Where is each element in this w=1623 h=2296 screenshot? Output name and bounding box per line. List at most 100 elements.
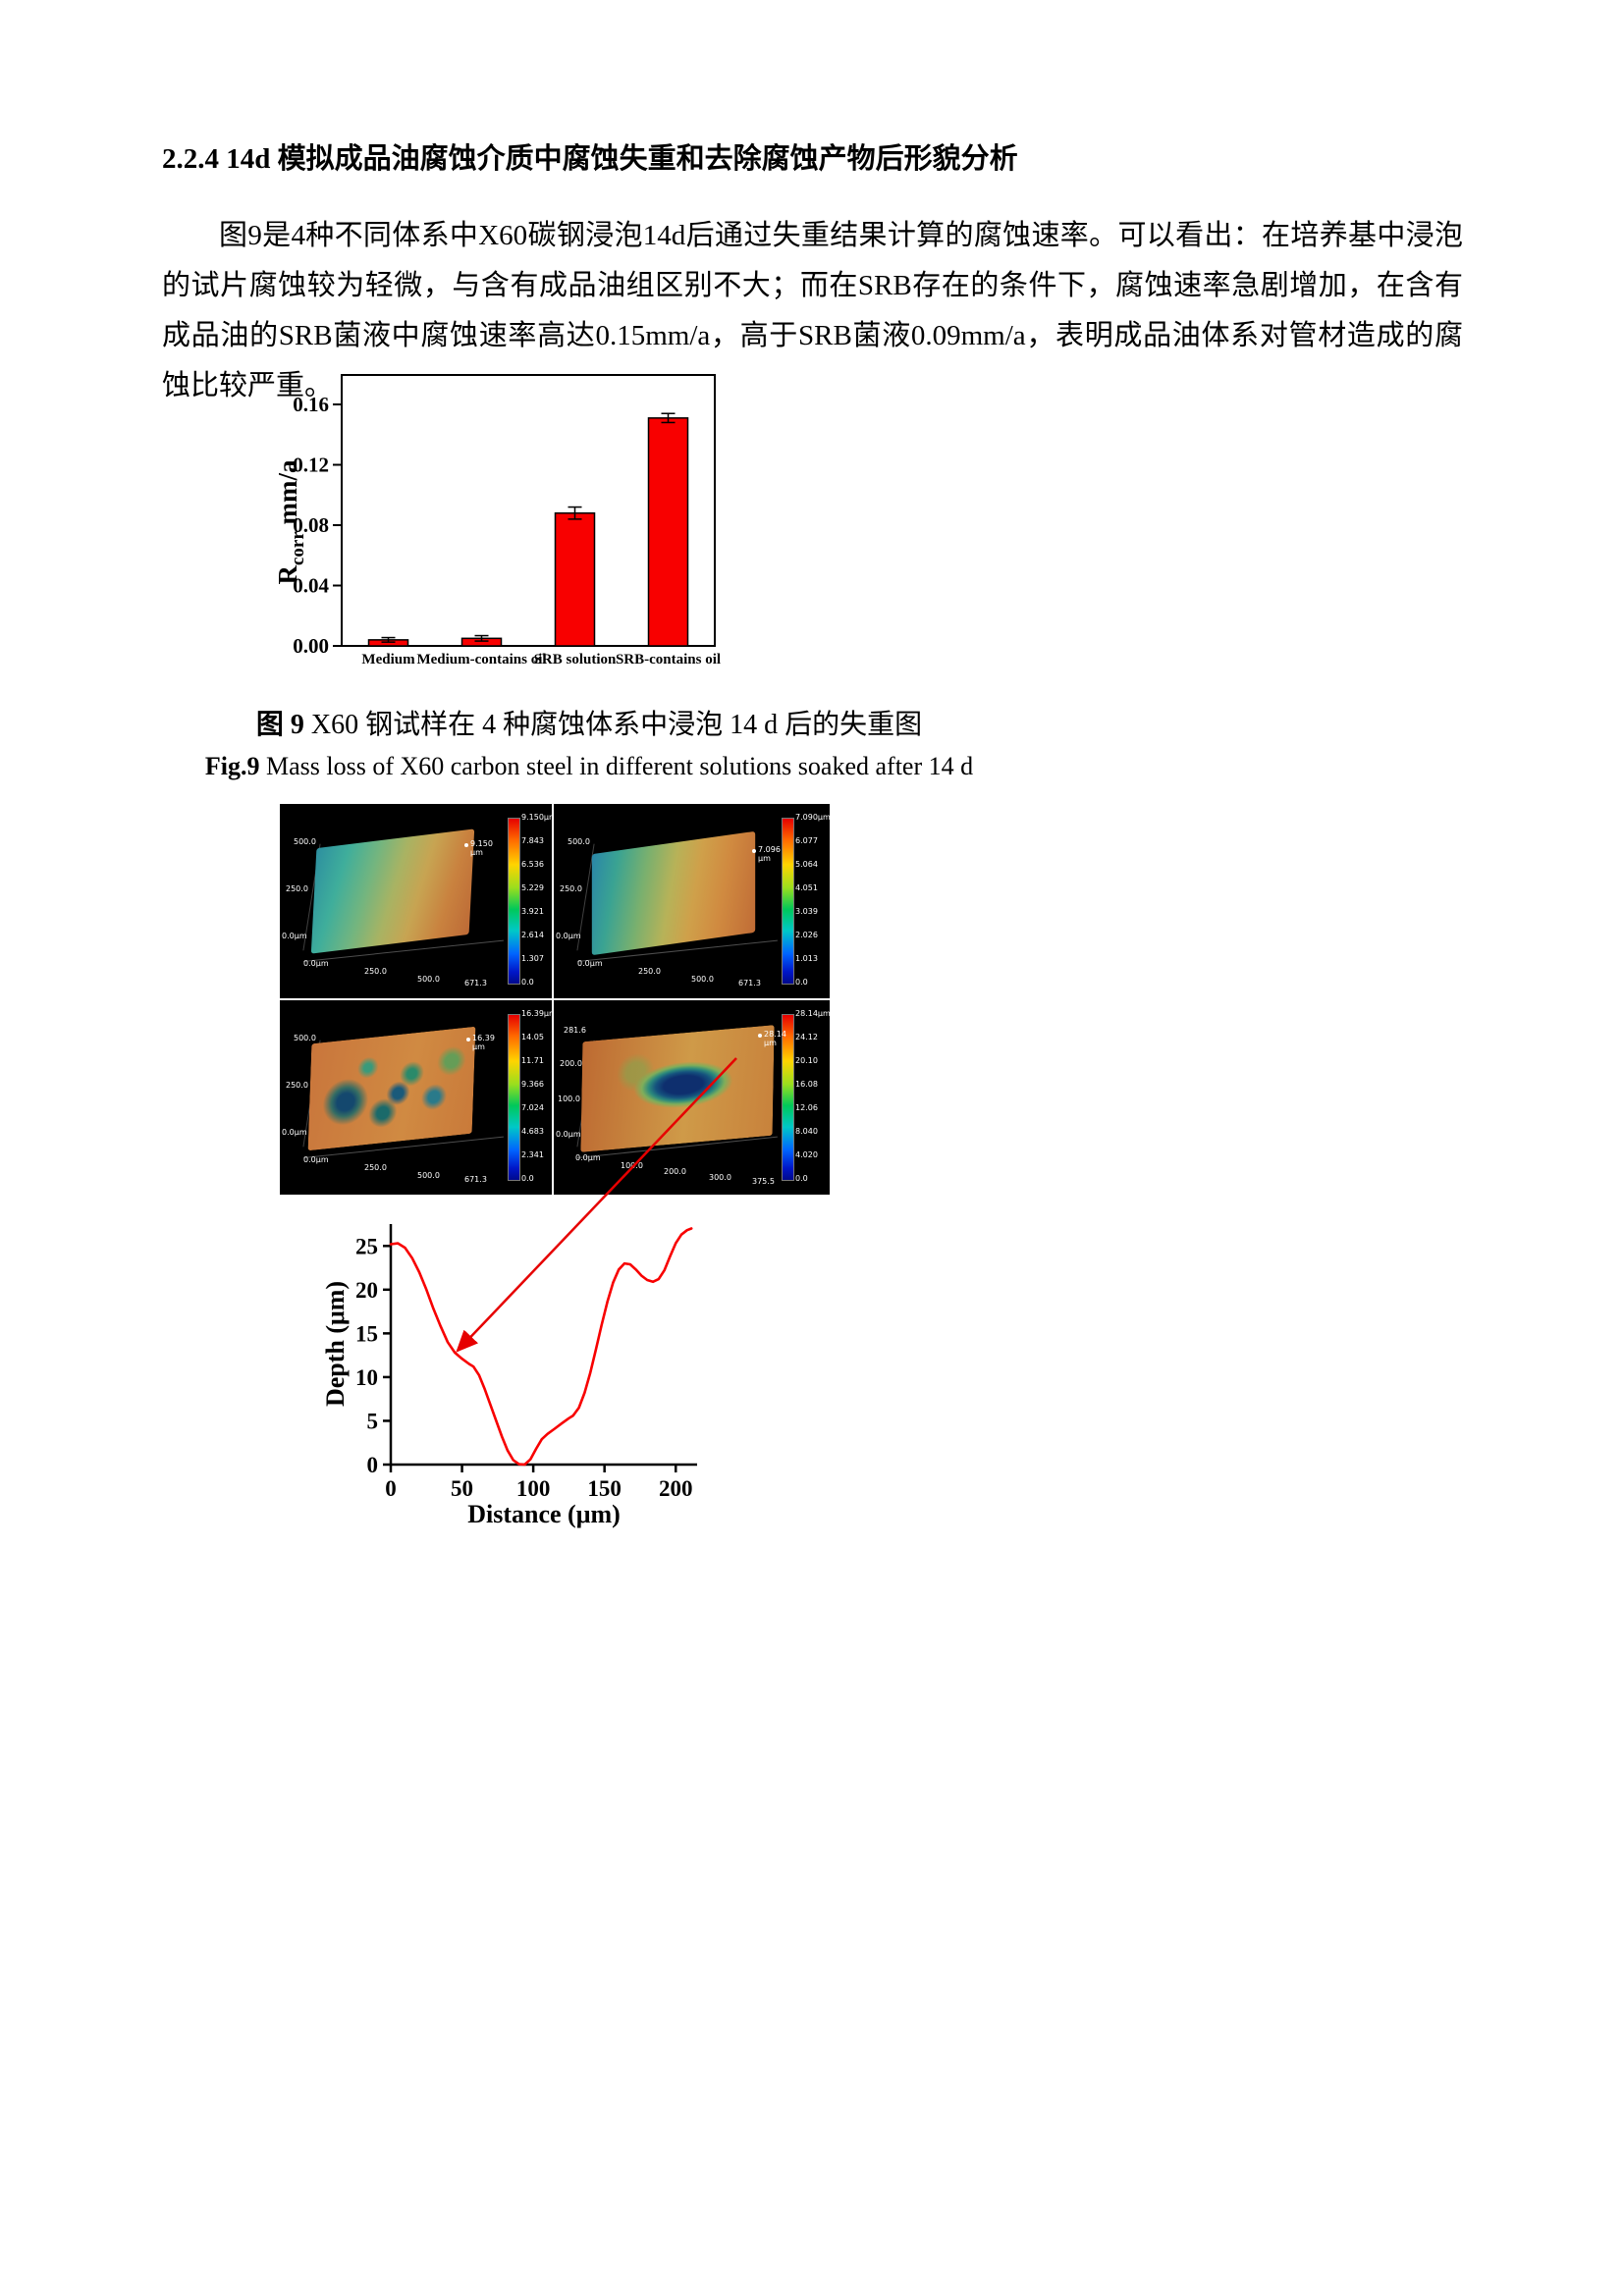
x-tick-label: 150 xyxy=(587,1476,622,1501)
y-tick-label: 0.12 xyxy=(293,454,329,477)
axis-label: 250.0 xyxy=(286,884,308,893)
colorbar-tick-label: 24.12 xyxy=(795,1033,818,1041)
figure-caption-cn: 图 9 X60 钢试样在 4 种腐蚀体系中浸泡 14 d 后的失重图 xyxy=(118,703,1060,742)
colorbar-tick-label: 14.05 xyxy=(521,1033,544,1041)
x-axis-label: Distance (μm) xyxy=(467,1500,621,1528)
panel-labels: 28.14μm 24.12 20.10 16.08 12.06 8.040 4.020 0.0… xyxy=(554,1000,831,1195)
x-tick-label: 200 xyxy=(659,1476,693,1501)
colorbar-tick-label: 1.307 xyxy=(521,954,544,963)
colorbar xyxy=(782,818,794,985)
bar xyxy=(554,511,596,647)
colorbar-tick-label: 3.039 xyxy=(795,907,818,916)
x-tick-label: 100 xyxy=(516,1476,551,1501)
axis-label: 0.0μm xyxy=(282,932,307,940)
axis-label: 281.6 xyxy=(564,1026,586,1035)
colorbar-tick-label: 11.71 xyxy=(521,1056,544,1065)
surface-marker-dot xyxy=(464,843,468,847)
colorbar-tick-label: 6.077 xyxy=(795,836,818,845)
y-tick-label: 0.00 xyxy=(293,634,329,658)
colorbar-tick-label: 4.051 xyxy=(795,883,818,892)
colorbar-tick-label: 7.024 xyxy=(521,1103,544,1112)
colorbar xyxy=(782,1014,794,1181)
axis-label: 0.0μm xyxy=(282,1128,307,1137)
colorbar-tick-label: 4.683 xyxy=(521,1127,544,1136)
axis-label: 500.0 xyxy=(417,1171,440,1180)
axis-label: 0.0μm xyxy=(556,932,581,940)
x-tick-label: 50 xyxy=(451,1476,473,1501)
axis-label: 250.0 xyxy=(560,884,582,893)
body-paragraph: 图9是4种不同体系中X60碳钢浸泡14d后通过失重结果计算的腐蚀速率。可以看出：… xyxy=(162,220,1463,401)
colorbar-tick-label: 4.020 xyxy=(795,1150,818,1159)
colorbar-tick-label: 16.08 xyxy=(795,1080,818,1089)
axis-label: 0.0μm xyxy=(577,959,603,968)
axis-label: 500.0 xyxy=(294,837,316,846)
depth-profile-line xyxy=(389,1227,693,1467)
colorbar-tick-label: 5.064 xyxy=(795,860,818,869)
figure-caption-en: Fig.9 Mass loss of X60 carbon steel in d… xyxy=(118,752,1060,781)
colorbar-tick-label: 0.0 xyxy=(795,1174,808,1183)
colorbar-tick-label: 8.040 xyxy=(795,1127,818,1136)
colorbar-tick-label: 7.090μm xyxy=(795,813,831,822)
y-axis-label: Rcorr mm/a xyxy=(275,459,308,585)
axis-label: 250.0 xyxy=(364,967,387,976)
depth-profile-line-chart: 0 5 10 15 20 25 0 50 100 150 200 Depth (μm) Distance… xyxy=(324,1224,697,1528)
axis-label: 200.0 xyxy=(560,1059,582,1068)
axis-label: 671.3 xyxy=(464,979,487,988)
figure-number-cn: 图 9 xyxy=(255,710,304,740)
y-tick-label: 15 xyxy=(355,1321,378,1346)
axis-label: 500.0 xyxy=(691,975,714,984)
colorbar-tick-label: 0.0 xyxy=(795,978,808,987)
surface-marker-dot xyxy=(466,1038,470,1041)
surface-marker-dot xyxy=(752,849,756,853)
figure-caption-en-text: Mass loss of X60 carbon steel in differe… xyxy=(259,752,974,780)
section-heading: 2.2.4 14d 模拟成品油腐蚀介质中腐蚀失重和去除腐蚀产物后形貌分析 xyxy=(162,143,1018,175)
axis-label: 375.5 xyxy=(752,1177,775,1186)
colorbar-tick-label: 20.10 xyxy=(795,1056,818,1065)
x-category-label: SRB-contains oil xyxy=(616,652,721,667)
colorbar-tick-label: 3.921 xyxy=(521,907,544,916)
x-category-label: Medium xyxy=(361,652,415,667)
axis-label: 500.0 xyxy=(568,837,590,846)
bar xyxy=(647,417,689,647)
colorbar-tick-label: 16.39μm xyxy=(521,1009,557,1018)
colorbar-tick-label: 28.14μm xyxy=(795,1009,831,1018)
axis-label: 0.0μm xyxy=(303,1155,329,1164)
x-category-label: SRB solution xyxy=(534,652,617,667)
axis-label: 100.0 xyxy=(558,1095,580,1103)
colorbar-tick-label: 2.341 xyxy=(521,1150,544,1159)
axis-label: 250.0 xyxy=(286,1081,308,1090)
y-tick-label: 0 xyxy=(367,1453,379,1477)
axis-label: 671.3 xyxy=(464,1175,487,1184)
y-tick-label: 20 xyxy=(355,1278,378,1303)
axis-label: 0.0μm xyxy=(575,1153,601,1162)
surface-marker-label: 28.14 μm xyxy=(764,1030,786,1047)
panel-labels: 9.150μm 7.843 6.536 5.229 3.921 2.614 1.307 0.0… xyxy=(280,804,557,998)
axis-label: 300.0 xyxy=(709,1173,731,1182)
y-tick-label: 5 xyxy=(367,1409,379,1433)
x-tick-label: 0 xyxy=(385,1476,397,1501)
colorbar-tick-label: 6.536 xyxy=(521,860,544,869)
y-axis-label: Depth (μm) xyxy=(324,1281,350,1407)
colorbar-tick-label: 7.843 xyxy=(521,836,544,845)
figure-caption-cn-text: X60 钢试样在 4 种腐蚀体系中浸泡 14 d 后的失重图 xyxy=(303,710,923,740)
surface-marker-label: 9.150 μm xyxy=(470,839,493,857)
profilometry-panel-medium-oil: 7.090μm 6.077 5.064 4.051 3.039 2.026 1.013 0.0… xyxy=(554,804,831,998)
figure-number-en: Fig.9 xyxy=(204,752,260,780)
axis-label: 500.0 xyxy=(294,1034,316,1042)
y-tick-label: 25 xyxy=(355,1234,378,1258)
y-tick-label: 10 xyxy=(355,1365,378,1390)
axis-label: 250.0 xyxy=(364,1163,387,1172)
colorbar-tick-label: 12.06 xyxy=(795,1103,818,1112)
colorbar-tick-label: 9.366 xyxy=(521,1080,544,1089)
colorbar-tick-label: 2.614 xyxy=(521,931,544,939)
profilometry-panel-srb: 16.39μm 14.05 11.71 9.366 7.024 4.683 2.341 0.0… xyxy=(280,1000,557,1195)
y-tick-label: 0.08 xyxy=(293,513,329,537)
axis-label: 250.0 xyxy=(638,967,661,976)
panel-labels: 7.090μm 6.077 5.064 4.051 3.039 2.026 1.013 0.0… xyxy=(554,804,831,998)
y-tick-label: 0.16 xyxy=(293,393,329,416)
axis-label: 0.0μm xyxy=(303,959,329,968)
colorbar-tick-label: 2.026 xyxy=(795,931,818,939)
axis-label: 671.3 xyxy=(738,979,761,988)
axis-label: 200.0 xyxy=(664,1167,686,1176)
